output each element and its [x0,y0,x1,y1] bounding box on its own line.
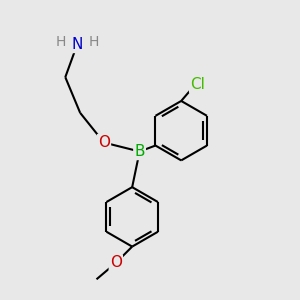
Text: O: O [110,255,122,270]
Text: N: N [71,37,83,52]
Text: H: H [56,34,66,49]
Text: B: B [134,144,145,159]
Text: Cl: Cl [190,77,205,92]
Text: O: O [98,135,110,150]
Text: H: H [88,34,99,49]
